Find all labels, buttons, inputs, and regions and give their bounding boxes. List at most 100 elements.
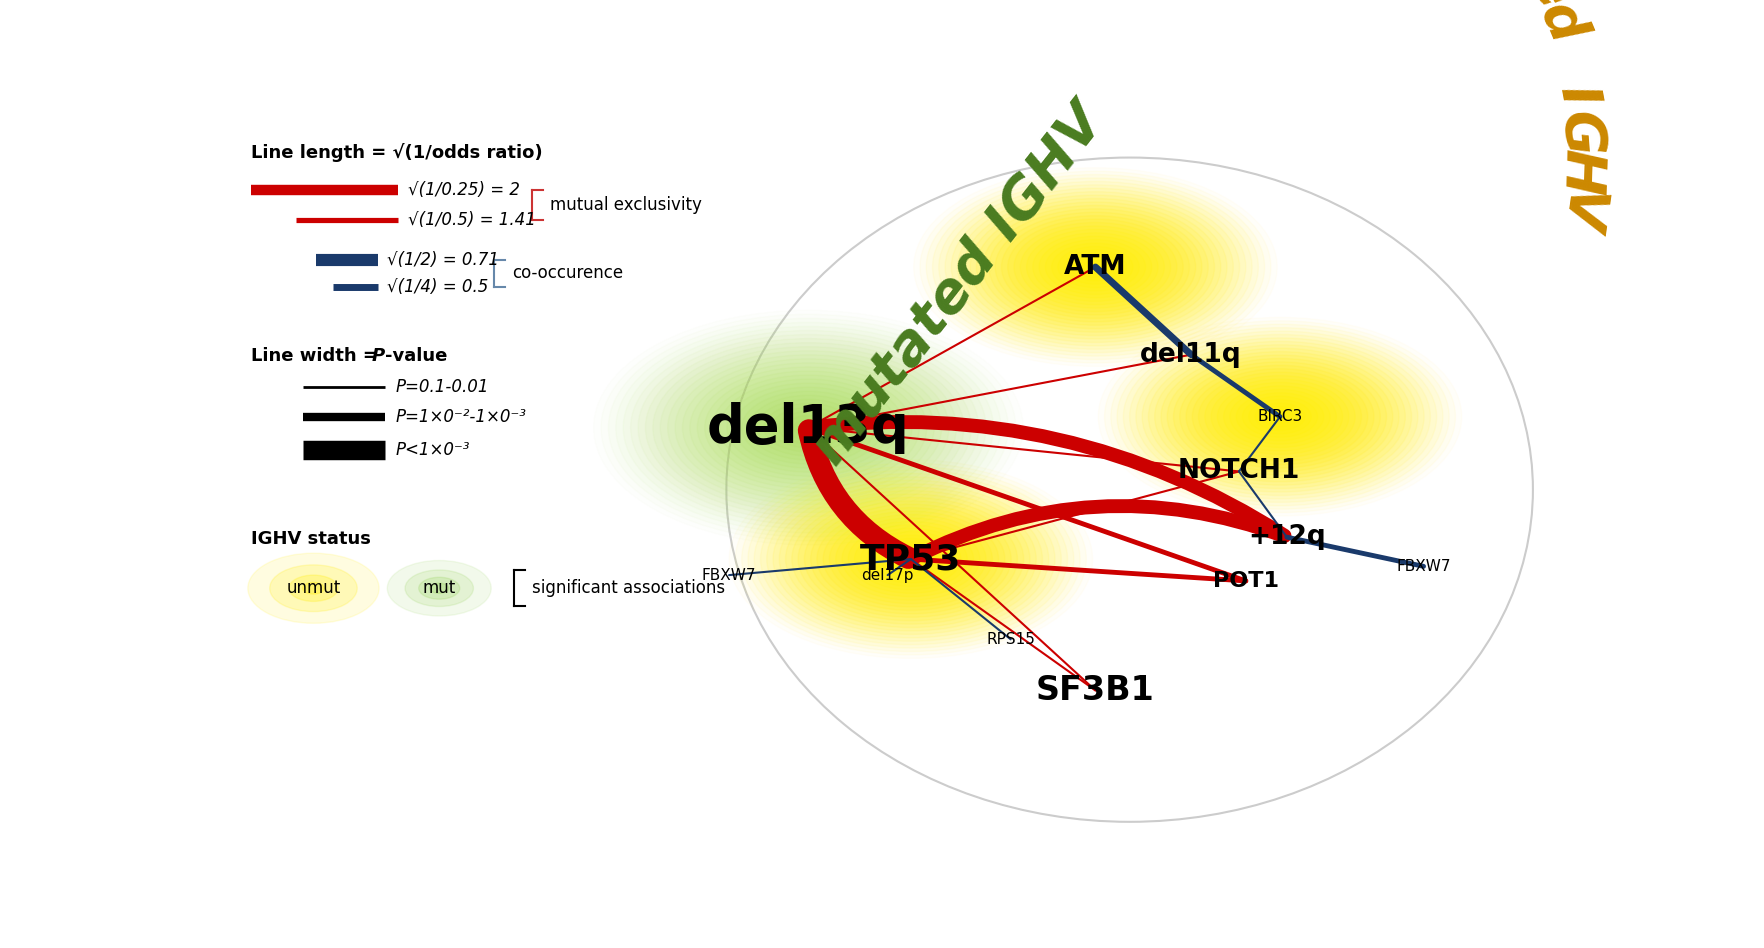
Ellipse shape [983,206,1208,329]
Ellipse shape [1268,410,1293,424]
Ellipse shape [794,420,824,436]
Ellipse shape [797,498,1023,621]
Ellipse shape [1230,390,1330,444]
Ellipse shape [676,355,942,501]
Text: BIRC3: BIRC3 [1258,410,1302,424]
Ellipse shape [801,424,815,431]
Ellipse shape [755,473,1067,645]
Ellipse shape [1020,226,1171,308]
Ellipse shape [1039,236,1152,298]
Ellipse shape [817,508,1005,611]
Ellipse shape [977,202,1214,332]
Ellipse shape [1242,396,1318,437]
Ellipse shape [1254,403,1305,430]
Ellipse shape [1274,413,1286,420]
Ellipse shape [1136,337,1424,496]
Circle shape [289,575,339,601]
Text: √(1/0.5) = 1.41: √(1/0.5) = 1.41 [407,210,536,228]
Text: ATM: ATM [1064,254,1127,280]
Text: √(1/4) = 0.5: √(1/4) = 0.5 [388,278,489,296]
Ellipse shape [873,538,949,579]
Ellipse shape [1217,382,1342,451]
Ellipse shape [1161,352,1399,482]
Text: mutual exclusivity: mutual exclusivity [550,196,702,214]
Ellipse shape [1205,375,1355,458]
Text: P<1×0⁻³: P<1×0⁻³ [395,441,469,459]
Text: e: e [1517,0,1582,18]
Text: V: V [1549,186,1609,236]
Ellipse shape [1002,216,1189,319]
Text: significant associations: significant associations [533,579,725,597]
Ellipse shape [963,195,1228,339]
Ellipse shape [970,198,1221,336]
Ellipse shape [792,494,1030,624]
Ellipse shape [660,347,956,508]
Ellipse shape [1083,260,1108,274]
Ellipse shape [886,545,937,573]
Ellipse shape [868,535,954,583]
Ellipse shape [727,383,889,472]
Ellipse shape [861,532,961,587]
Ellipse shape [1173,358,1387,475]
Text: mutated IGHV: mutated IGHV [803,95,1115,475]
Ellipse shape [1224,386,1337,447]
Ellipse shape [1129,335,1431,499]
Text: FBXW7: FBXW7 [1397,558,1450,574]
Text: IGHV status: IGHV status [250,530,370,548]
Circle shape [388,560,490,616]
Circle shape [270,565,356,611]
Ellipse shape [880,542,942,576]
Ellipse shape [667,351,949,504]
Ellipse shape [990,209,1201,325]
FancyArrowPatch shape [914,506,1284,557]
Ellipse shape [995,212,1196,321]
Ellipse shape [898,552,923,566]
Ellipse shape [1007,219,1184,315]
Ellipse shape [757,399,861,456]
Text: G: G [1551,110,1609,159]
Text: d: d [1528,0,1593,51]
Ellipse shape [1185,365,1374,468]
Ellipse shape [811,504,1011,613]
Ellipse shape [690,363,926,492]
Ellipse shape [697,367,919,488]
Ellipse shape [958,191,1233,342]
Ellipse shape [893,549,930,570]
Ellipse shape [1027,229,1164,304]
Ellipse shape [741,392,875,465]
Ellipse shape [905,556,917,562]
Circle shape [430,583,448,593]
Ellipse shape [951,189,1240,346]
Text: SF3B1: SF3B1 [1035,674,1155,707]
Circle shape [418,577,460,599]
Ellipse shape [1071,253,1120,281]
Ellipse shape [764,403,852,452]
Ellipse shape [1032,233,1159,301]
Ellipse shape [713,375,905,481]
Text: +12q: +12q [1247,524,1327,550]
Ellipse shape [720,379,898,476]
Text: Line width =: Line width = [250,347,385,365]
Ellipse shape [1261,407,1298,427]
Ellipse shape [1148,345,1411,488]
Ellipse shape [841,521,979,596]
Ellipse shape [787,415,831,440]
Ellipse shape [1155,348,1406,485]
Ellipse shape [1180,362,1379,471]
Text: del17p: del17p [861,568,914,583]
Text: FBXW7: FBXW7 [702,568,757,583]
Ellipse shape [1076,257,1115,278]
Ellipse shape [734,387,882,468]
Ellipse shape [750,395,868,460]
Text: unmut: unmut [286,579,340,597]
Ellipse shape [848,525,974,593]
Text: H: H [1552,149,1609,197]
Text: √(1/0.25) = 2: √(1/0.25) = 2 [407,181,520,199]
Ellipse shape [760,477,1062,641]
Ellipse shape [1192,369,1367,465]
FancyArrowPatch shape [811,422,1284,536]
Text: RPS15: RPS15 [986,631,1035,647]
Ellipse shape [780,487,1043,631]
Ellipse shape [829,515,993,604]
FancyArrowPatch shape [810,430,908,557]
